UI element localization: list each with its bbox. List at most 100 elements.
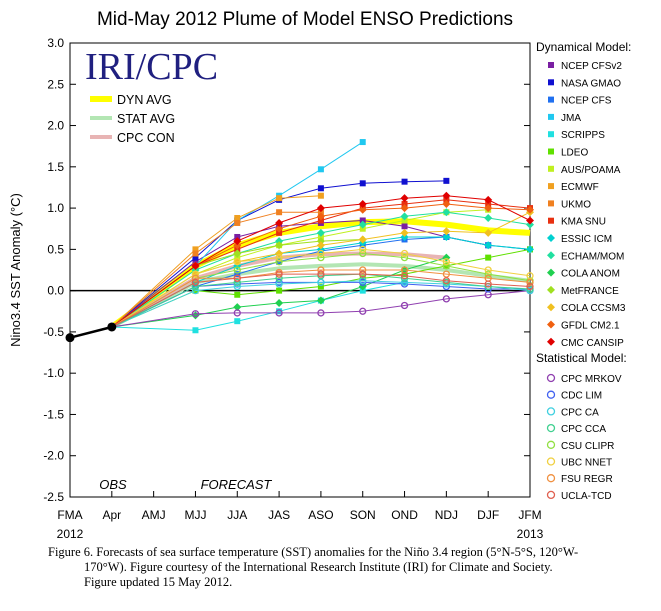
legend-label: CMC CANSIP: [561, 338, 624, 349]
legend-marker: [546, 440, 556, 449]
legend-label: LDEO: [561, 148, 588, 159]
legend-marker: [546, 373, 556, 383]
series-point-echam-mom: [526, 220, 534, 229]
series-line-echam-mom: [111, 211, 531, 328]
series-point-gfdl-cm2-1: [484, 204, 493, 213]
iri-cpc-logo: IRI/CPC: [85, 46, 218, 88]
legend-label: COLA ANOM: [561, 269, 620, 280]
x-tick-label: JAS: [268, 508, 290, 522]
forecast-label: FORECAST: [201, 477, 273, 492]
caption-line-3: Figure updated 15 May 2012.: [84, 575, 233, 589]
series-point-csu-clipr: [442, 262, 451, 270]
series-point-fsu-regr: [526, 278, 534, 287]
legend-marker: [547, 320, 555, 329]
series-point-ecmwf: [234, 214, 241, 221]
series-point-ubc-nnet: [191, 270, 200, 278]
series-point-kma-snu: [443, 196, 450, 203]
series-point-gfdl-cm2-1: [442, 199, 451, 208]
series-point-cpc-ca: [191, 286, 200, 295]
legend-marker: [548, 79, 554, 86]
series-point-echam-mom: [358, 220, 367, 229]
series-point-ucla-tcd: [233, 274, 241, 282]
series-point-kma-snu: [276, 229, 283, 236]
series-point-ecmwf: [192, 246, 199, 253]
series-point-fsu-regr: [191, 274, 200, 282]
y-tick-label: -2.0: [43, 449, 64, 463]
series-point-ldeo: [485, 254, 492, 261]
legend-label: SCRIPPS: [561, 130, 605, 141]
series-point-ldeo: [317, 283, 324, 290]
series-point-cpc-mrkov: [359, 307, 367, 315]
series-point-cpc-cca: [233, 278, 241, 287]
x-tick-label: Apr: [102, 508, 121, 522]
series-line-fsu-regr: [111, 269, 531, 328]
legend-marker: [548, 62, 554, 68]
series-point-cmc-cansip: [316, 204, 325, 213]
series-point-nasa-gmao: [317, 185, 324, 192]
series-point-cola-ccsm3: [442, 227, 451, 236]
series-point-kma-snu: [401, 200, 408, 207]
legend-label: UBC NNET: [561, 458, 612, 469]
series-point-jma: [317, 166, 324, 173]
series-point-ucla-tcd: [484, 280, 492, 288]
x-tick-label: OND: [391, 508, 418, 522]
series-line-ubc-nnet: [111, 248, 531, 328]
series-point-scripps: [359, 287, 366, 294]
x-tick-label: AMJ: [142, 508, 166, 522]
series-point-jma: [359, 139, 366, 146]
series-point-kma-snu: [317, 217, 324, 224]
legend-label: ECHAM/MOM: [561, 251, 624, 262]
series-point-metfrance: [233, 249, 242, 258]
series-point-ldeo: [234, 291, 241, 298]
legend-marker: [548, 131, 554, 138]
series-point-kma-snu: [485, 200, 492, 207]
series-point-cpc-cca: [191, 282, 200, 291]
series-point-gfdl-cm2-1: [358, 205, 367, 214]
series-point-ubc-nnet: [359, 245, 367, 254]
series-point-cola-anom: [316, 296, 325, 305]
legend-marker: [548, 148, 554, 155]
x-tick-label: NDJ: [435, 508, 458, 522]
series-point-cpc-mrkov: [191, 310, 200, 318]
y-tick-label: 3.0: [47, 36, 64, 50]
series-point-scripps: [234, 318, 241, 325]
series-point-scripps: [192, 327, 199, 334]
y-tick-label: 0.5: [47, 242, 64, 256]
y-tick-label: -2.5: [43, 490, 64, 504]
series-point-echam-mom: [442, 208, 451, 217]
legend-label: CDC LIM: [561, 391, 602, 402]
legend-label: UKMO: [561, 199, 591, 210]
avg-legend-label: DYN AVG: [117, 93, 172, 107]
series-point-cpc-mrkov: [317, 309, 325, 317]
legend-marker: [548, 113, 554, 120]
series-point-gfdl-cm2-1: [316, 212, 325, 221]
legend-label: GFDL CM2.1: [561, 321, 620, 332]
y-tick-label: 1.0: [47, 201, 64, 215]
series-point-csu-clipr: [359, 249, 367, 258]
series-line-gfdl-cm2-1: [111, 203, 531, 328]
series-line-ucla-tcd: [111, 273, 531, 328]
series-point-essic-icm: [484, 241, 493, 250]
series-point-cpc-cca: [400, 274, 409, 282]
legend-marker: [548, 217, 554, 224]
legend-label: NASA GMAO: [561, 78, 621, 89]
legend-label: CSU CLIPR: [561, 441, 614, 452]
legend-label: ECMWF: [561, 182, 599, 193]
legend-label: FSU REGR: [561, 474, 613, 485]
legend-label: AUS/POAMA: [561, 165, 621, 176]
series-point-essic-icm: [400, 232, 409, 241]
legend: Dynamical Model: NCEP CFSv2 NASA GMAO NCEP …: [536, 40, 631, 502]
x-tick-label: JFM: [518, 508, 541, 522]
caption-line-2: 170°W). Figure courtesy of the Internati…: [84, 560, 553, 574]
observed-line: [69, 325, 113, 339]
series-point-cola-ccsm3: [400, 228, 409, 237]
x-tick-label: ASO: [308, 508, 333, 522]
legend-label: CPC CA: [561, 407, 599, 418]
series-line-cpc-mrkov: [111, 290, 531, 328]
series-point-ubc-nnet: [484, 266, 492, 274]
series-point-cpc-mrkov: [442, 295, 451, 303]
series-line-kma-snu: [111, 199, 531, 328]
x-tick-label: DJF: [477, 508, 499, 522]
y-tick-label: -0.5: [43, 325, 64, 339]
series-point-cmc-cansip: [400, 194, 409, 203]
